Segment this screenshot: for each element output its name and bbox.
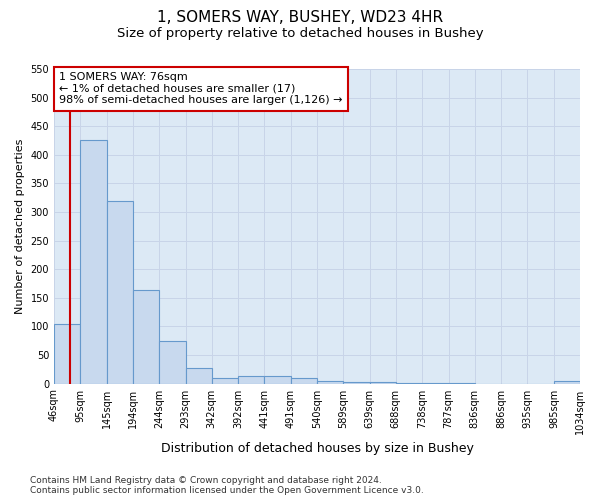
Bar <box>396 383 422 384</box>
Bar <box>554 380 580 384</box>
Bar <box>370 382 396 384</box>
Bar <box>185 368 212 384</box>
Bar <box>449 383 475 384</box>
Bar <box>212 378 238 384</box>
Bar <box>422 383 449 384</box>
Bar <box>265 376 291 384</box>
Text: Size of property relative to detached houses in Bushey: Size of property relative to detached ho… <box>116 28 484 40</box>
Text: Contains HM Land Registry data © Crown copyright and database right 2024.
Contai: Contains HM Land Registry data © Crown c… <box>30 476 424 495</box>
Bar <box>107 200 133 384</box>
Bar <box>133 290 160 384</box>
Bar <box>291 378 317 384</box>
Bar <box>343 382 370 384</box>
Y-axis label: Number of detached properties: Number of detached properties <box>15 138 25 314</box>
Bar <box>317 380 343 384</box>
Text: 1, SOMERS WAY, BUSHEY, WD23 4HR: 1, SOMERS WAY, BUSHEY, WD23 4HR <box>157 10 443 25</box>
Bar <box>54 324 80 384</box>
X-axis label: Distribution of detached houses by size in Bushey: Distribution of detached houses by size … <box>161 442 473 455</box>
Bar <box>160 340 185 384</box>
Bar <box>238 376 265 384</box>
Bar <box>80 140 107 384</box>
Text: 1 SOMERS WAY: 76sqm
← 1% of detached houses are smaller (17)
98% of semi-detache: 1 SOMERS WAY: 76sqm ← 1% of detached hou… <box>59 72 343 106</box>
